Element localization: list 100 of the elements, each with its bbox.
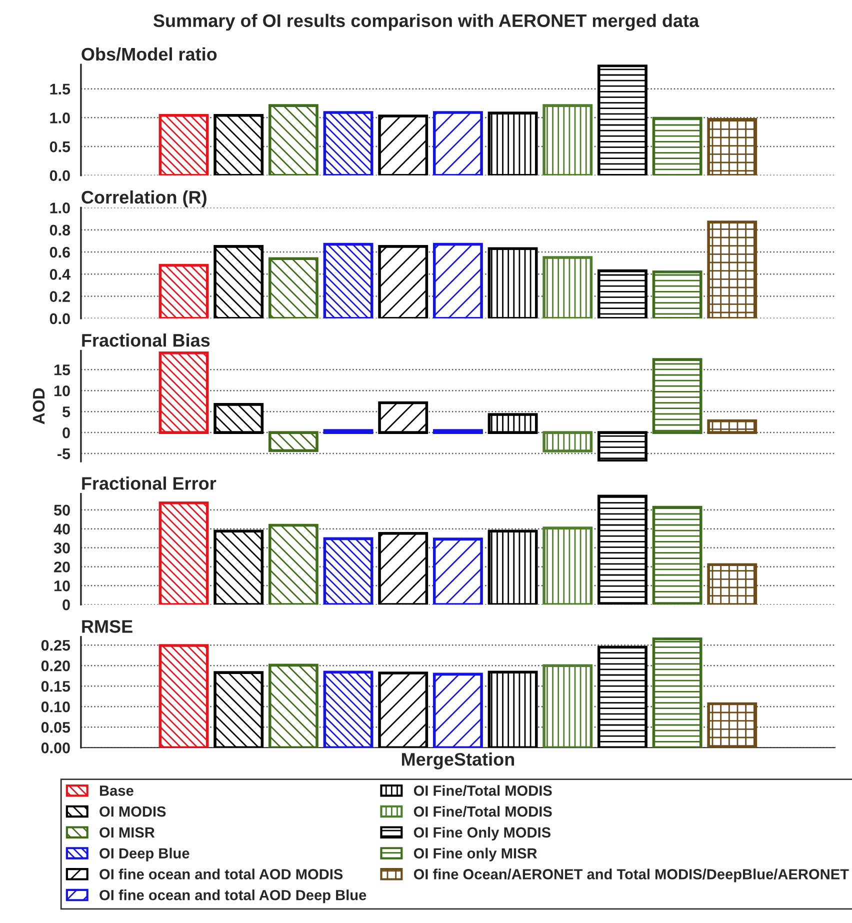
bar (268, 431, 318, 452)
bar (488, 530, 538, 605)
bar (214, 403, 264, 434)
bar (378, 114, 428, 176)
bar (323, 537, 374, 605)
bar (378, 245, 428, 318)
y-tick-label: 15 (54, 364, 70, 376)
bar (158, 644, 209, 748)
bar (432, 538, 483, 605)
bar (323, 670, 374, 748)
bar (488, 247, 538, 318)
x-tick-label: MergeStation (402, 752, 514, 770)
bar (432, 672, 483, 748)
bar (597, 494, 648, 605)
legend-label: OI MODIS (100, 806, 166, 817)
y-tick-label: 0.5 (50, 141, 70, 152)
y-tick-label: 0.6 (50, 246, 70, 258)
y-tick-label: 0.4 (50, 269, 70, 280)
chart-title: Fractional Bias (82, 333, 210, 347)
bar (378, 401, 428, 434)
bar (378, 532, 428, 605)
y-tick-label: 0.00 (41, 742, 70, 754)
bar (214, 671, 264, 748)
y-tick-label: -5 (58, 448, 70, 460)
y-tick-label: 1.0 (50, 202, 70, 214)
bar (214, 530, 264, 605)
bar (597, 646, 648, 748)
legend-label: OI Fine Only MODIS (414, 826, 550, 840)
y-tick-label: 10 (54, 580, 70, 592)
bar (542, 256, 593, 318)
y-tick-label: 1.0 (50, 112, 70, 124)
chart-subtitle: Obs/Model ratio (82, 47, 217, 61)
y-tick-label: 0.25 (41, 640, 70, 651)
bar (214, 245, 264, 318)
bar (158, 502, 209, 605)
legend-label: OI Deep Blue (100, 848, 190, 862)
y-tick-label: 0.10 (41, 701, 70, 712)
y-tick-label: 40 (54, 524, 70, 535)
y-tick-label: 0.2 (50, 291, 70, 302)
legend-label: OI fine ocean and total AOD Deep Blue (100, 890, 366, 904)
y-tick-label: 0.15 (41, 680, 70, 692)
y-tick-label: 50 (54, 504, 70, 516)
bar (158, 264, 209, 318)
bar (268, 257, 318, 318)
bar (652, 270, 702, 318)
bar (488, 112, 538, 176)
legend-label: OI fine ocean and total AOD MODIS (100, 868, 343, 880)
bar (378, 672, 428, 748)
bar (707, 419, 758, 434)
legend-label: OI Fine/Total MODIS (414, 806, 552, 817)
bar (597, 431, 648, 462)
bar (542, 431, 593, 452)
y-tick-label: 1.5 (50, 84, 70, 95)
bar (323, 111, 374, 176)
y-tick-label: 0 (62, 599, 70, 610)
legend-label: OI MISR (100, 827, 155, 838)
bar (268, 104, 318, 176)
y-tick-label: 5 (62, 406, 70, 418)
bar (432, 242, 483, 318)
bar (323, 242, 374, 318)
legend-label: Base (100, 786, 134, 796)
bar (542, 526, 593, 605)
bar (652, 358, 702, 434)
bar (707, 702, 758, 748)
bar (432, 429, 483, 434)
bar (268, 664, 318, 748)
bar (652, 638, 702, 748)
y-tick-label: 0.0 (50, 313, 70, 324)
bar (488, 413, 538, 434)
bar (432, 111, 483, 176)
y-tick-label: 0.0 (50, 170, 70, 182)
y-tick-label: 10 (54, 385, 70, 396)
bar (652, 506, 702, 605)
y-tick-label: 0 (62, 427, 70, 438)
legend-label: OI Fine/Total MODIS (414, 785, 552, 796)
bar (707, 118, 758, 176)
bar (214, 114, 264, 176)
bar (488, 670, 538, 748)
legend-label: OI fine Ocean/AERONET and Total MODIS/DeepBlue/AERONET (414, 868, 849, 882)
bar (542, 104, 593, 176)
y-tick-label: 20 (54, 562, 70, 572)
chart-title: Fractional Error (82, 476, 216, 490)
bar (323, 429, 374, 434)
y-tick-label: 0.8 (50, 224, 70, 236)
legend-label: OI Fine only MISR (414, 848, 537, 862)
bar (158, 114, 209, 176)
bar (652, 116, 702, 176)
bar (597, 269, 648, 318)
bar (707, 563, 758, 605)
y-axis-title: AOD (32, 388, 45, 424)
y-tick-label: 30 (54, 542, 70, 554)
chart-title: Correlation (R) (82, 190, 206, 208)
bar (707, 220, 758, 318)
y-tick-label: 0.20 (41, 660, 70, 672)
y-tick-label: 0.05 (41, 722, 70, 733)
chart-title: RMSE (82, 620, 132, 633)
bar (158, 351, 209, 434)
bar (268, 524, 318, 605)
chart-title: Summary of OI results comparison with AERONET merged data (153, 14, 700, 31)
bar (542, 664, 593, 748)
